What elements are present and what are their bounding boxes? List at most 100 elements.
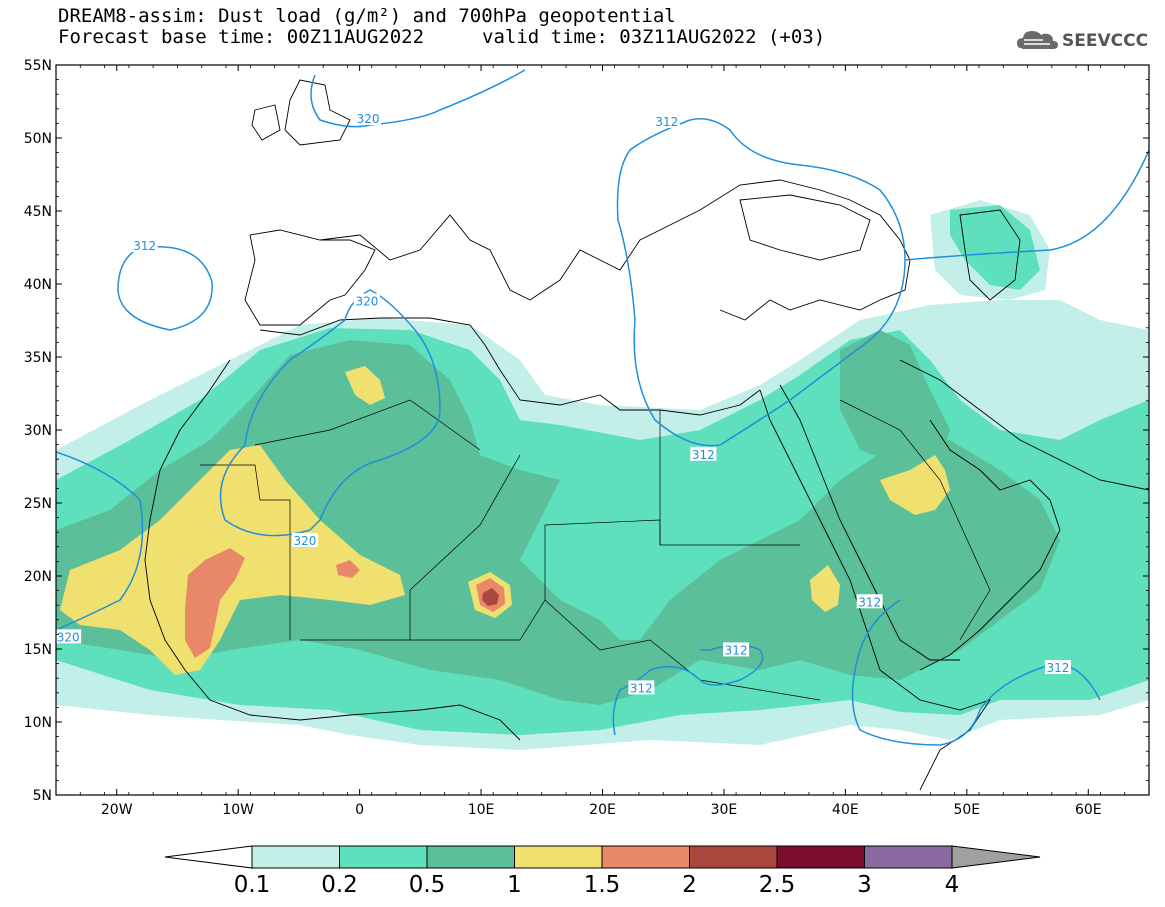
dust-level-3 <box>56 340 1060 705</box>
contour-label: 320 <box>294 534 317 548</box>
colorbar-swatch <box>339 845 428 869</box>
contour-label: 320 <box>355 295 378 309</box>
contour-320-north <box>310 69 526 128</box>
contour-312-europe <box>616 118 1149 447</box>
contour-label-bg <box>355 111 382 126</box>
dust-level-4-morocco <box>345 366 385 405</box>
lon-label: 40E <box>832 802 859 818</box>
contour-label-bg <box>690 446 717 461</box>
contour-label-bg <box>55 629 82 644</box>
contour-label-bg <box>131 238 158 253</box>
persian-coast <box>899 359 1149 491</box>
title-valid-time: valid time: 03Z11AUG2022 (+03) <box>482 26 826 48</box>
lon-label: 20W <box>101 802 133 818</box>
title-line-1: DREAM8-assim: Dust load (g/m²) and 700hP… <box>58 5 676 27</box>
lat-label: 35N <box>24 350 52 366</box>
contour-label-bg <box>291 532 318 547</box>
red-sea-coast <box>759 389 881 671</box>
lat-label: 20N <box>24 569 52 585</box>
colorbar-label: 4 <box>945 872 960 898</box>
iberia-coast <box>244 234 376 326</box>
contour-label: 320 <box>357 112 380 126</box>
north-africa-coast <box>259 317 761 416</box>
lat-label: 15N <box>24 642 52 658</box>
dust-level-6-chad <box>482 588 499 606</box>
colorbar-swatch <box>776 845 865 869</box>
contour-label-bg <box>723 642 750 657</box>
colorbar-over-triangle <box>951 845 1041 869</box>
horn-coast <box>879 669 992 791</box>
contour-label-bg <box>628 680 655 695</box>
lat-label: 40N <box>24 277 52 293</box>
contour-label: 312 <box>692 448 715 462</box>
lat-label: 55N <box>24 58 52 74</box>
borders <box>200 399 991 701</box>
colorbar-label: 0.5 <box>409 872 446 898</box>
contour-label-bg <box>353 293 380 308</box>
colorbar-label: 2 <box>682 872 697 898</box>
lon-label: 30E <box>711 802 738 818</box>
black-sea <box>739 194 871 261</box>
contour-label: 312 <box>725 643 748 657</box>
lat-label: 45N <box>24 204 52 220</box>
lat-label: 50N <box>24 131 52 147</box>
contour-label-bg <box>1044 659 1071 674</box>
contour-label: 312 <box>858 595 881 609</box>
contour-label: 320 <box>57 630 80 644</box>
britain-coast <box>284 79 351 146</box>
contour-label: 312 <box>630 681 653 695</box>
red-sea-east <box>779 384 960 661</box>
west-africa-coast <box>144 359 521 741</box>
colorbar-label: 1 <box>507 872 522 898</box>
colorbar-label: 2.5 <box>759 872 796 898</box>
contour-labels: 320 320 320 320 312 312 312 312 312 312 312 <box>55 111 1071 695</box>
lon-label: 0 <box>355 802 364 818</box>
dust-level-4-redsea <box>810 565 840 612</box>
dust-level-2-caspian <box>950 205 1040 290</box>
colorbar-swatch <box>514 845 603 869</box>
colorbar-swatch <box>601 845 690 869</box>
arabia-coast <box>919 419 1061 671</box>
cloud-icon <box>1017 31 1058 49</box>
europe-coast <box>249 179 911 321</box>
longitude-axis: 20W 10W 0 10E 20E 30E 40E 50E 60E <box>55 65 1150 818</box>
lat-label: 25N <box>24 496 52 512</box>
lon-label: 20E <box>589 802 616 818</box>
logo-text: SEEVCCC <box>1062 31 1149 51</box>
ireland-coast <box>251 104 281 141</box>
contour-312-atlantic <box>117 246 213 331</box>
coastlines <box>144 79 1149 791</box>
contour-label-bg <box>856 594 883 609</box>
contour-label: 312 <box>655 115 678 129</box>
lat-label: 5N <box>33 788 52 804</box>
lon-label: 50E <box>953 802 980 818</box>
title-base-time: Forecast base time: 00Z11AUG2022 <box>58 26 425 48</box>
dust-level-4-arabia <box>880 455 950 515</box>
colorbar-swatch <box>689 845 778 869</box>
contour-label: 312 <box>133 239 156 253</box>
colorbar-swatch <box>426 845 515 869</box>
colorbar-label: 1.5 <box>584 872 621 898</box>
dust-level-5-mali <box>336 560 360 578</box>
lat-label: 10N <box>24 715 52 731</box>
dust-level-3-east <box>840 330 950 465</box>
lon-label: 10W <box>222 802 254 818</box>
contour-label-bg <box>653 113 680 128</box>
lon-label: 60E <box>1075 802 1102 818</box>
contour-label: 312 <box>1046 661 1069 675</box>
colorbar-swatch <box>864 845 953 869</box>
lon-label: 10E <box>468 802 495 818</box>
dust-field <box>56 200 1149 750</box>
lat-label: 30N <box>24 423 52 439</box>
colorbar-label: 0.1 <box>234 872 271 898</box>
colorbar-label: 3 <box>857 872 872 898</box>
colorbar: 0.1 0.2 0.5 1 1.5 2 2.5 3 4 <box>164 845 1041 898</box>
dust-level-5 <box>185 548 245 658</box>
latitude-axis: 55N 50N 45N 40N 35N 30N 25N 20N 15N 10N 5N <box>24 58 1149 804</box>
colorbar-label: 0.2 <box>321 872 358 898</box>
colorbar-swatch <box>251 845 340 869</box>
contour-320-main <box>56 289 441 631</box>
colorbar-under-triangle <box>164 845 253 869</box>
seevccc-logo <box>1015 24 1155 58</box>
